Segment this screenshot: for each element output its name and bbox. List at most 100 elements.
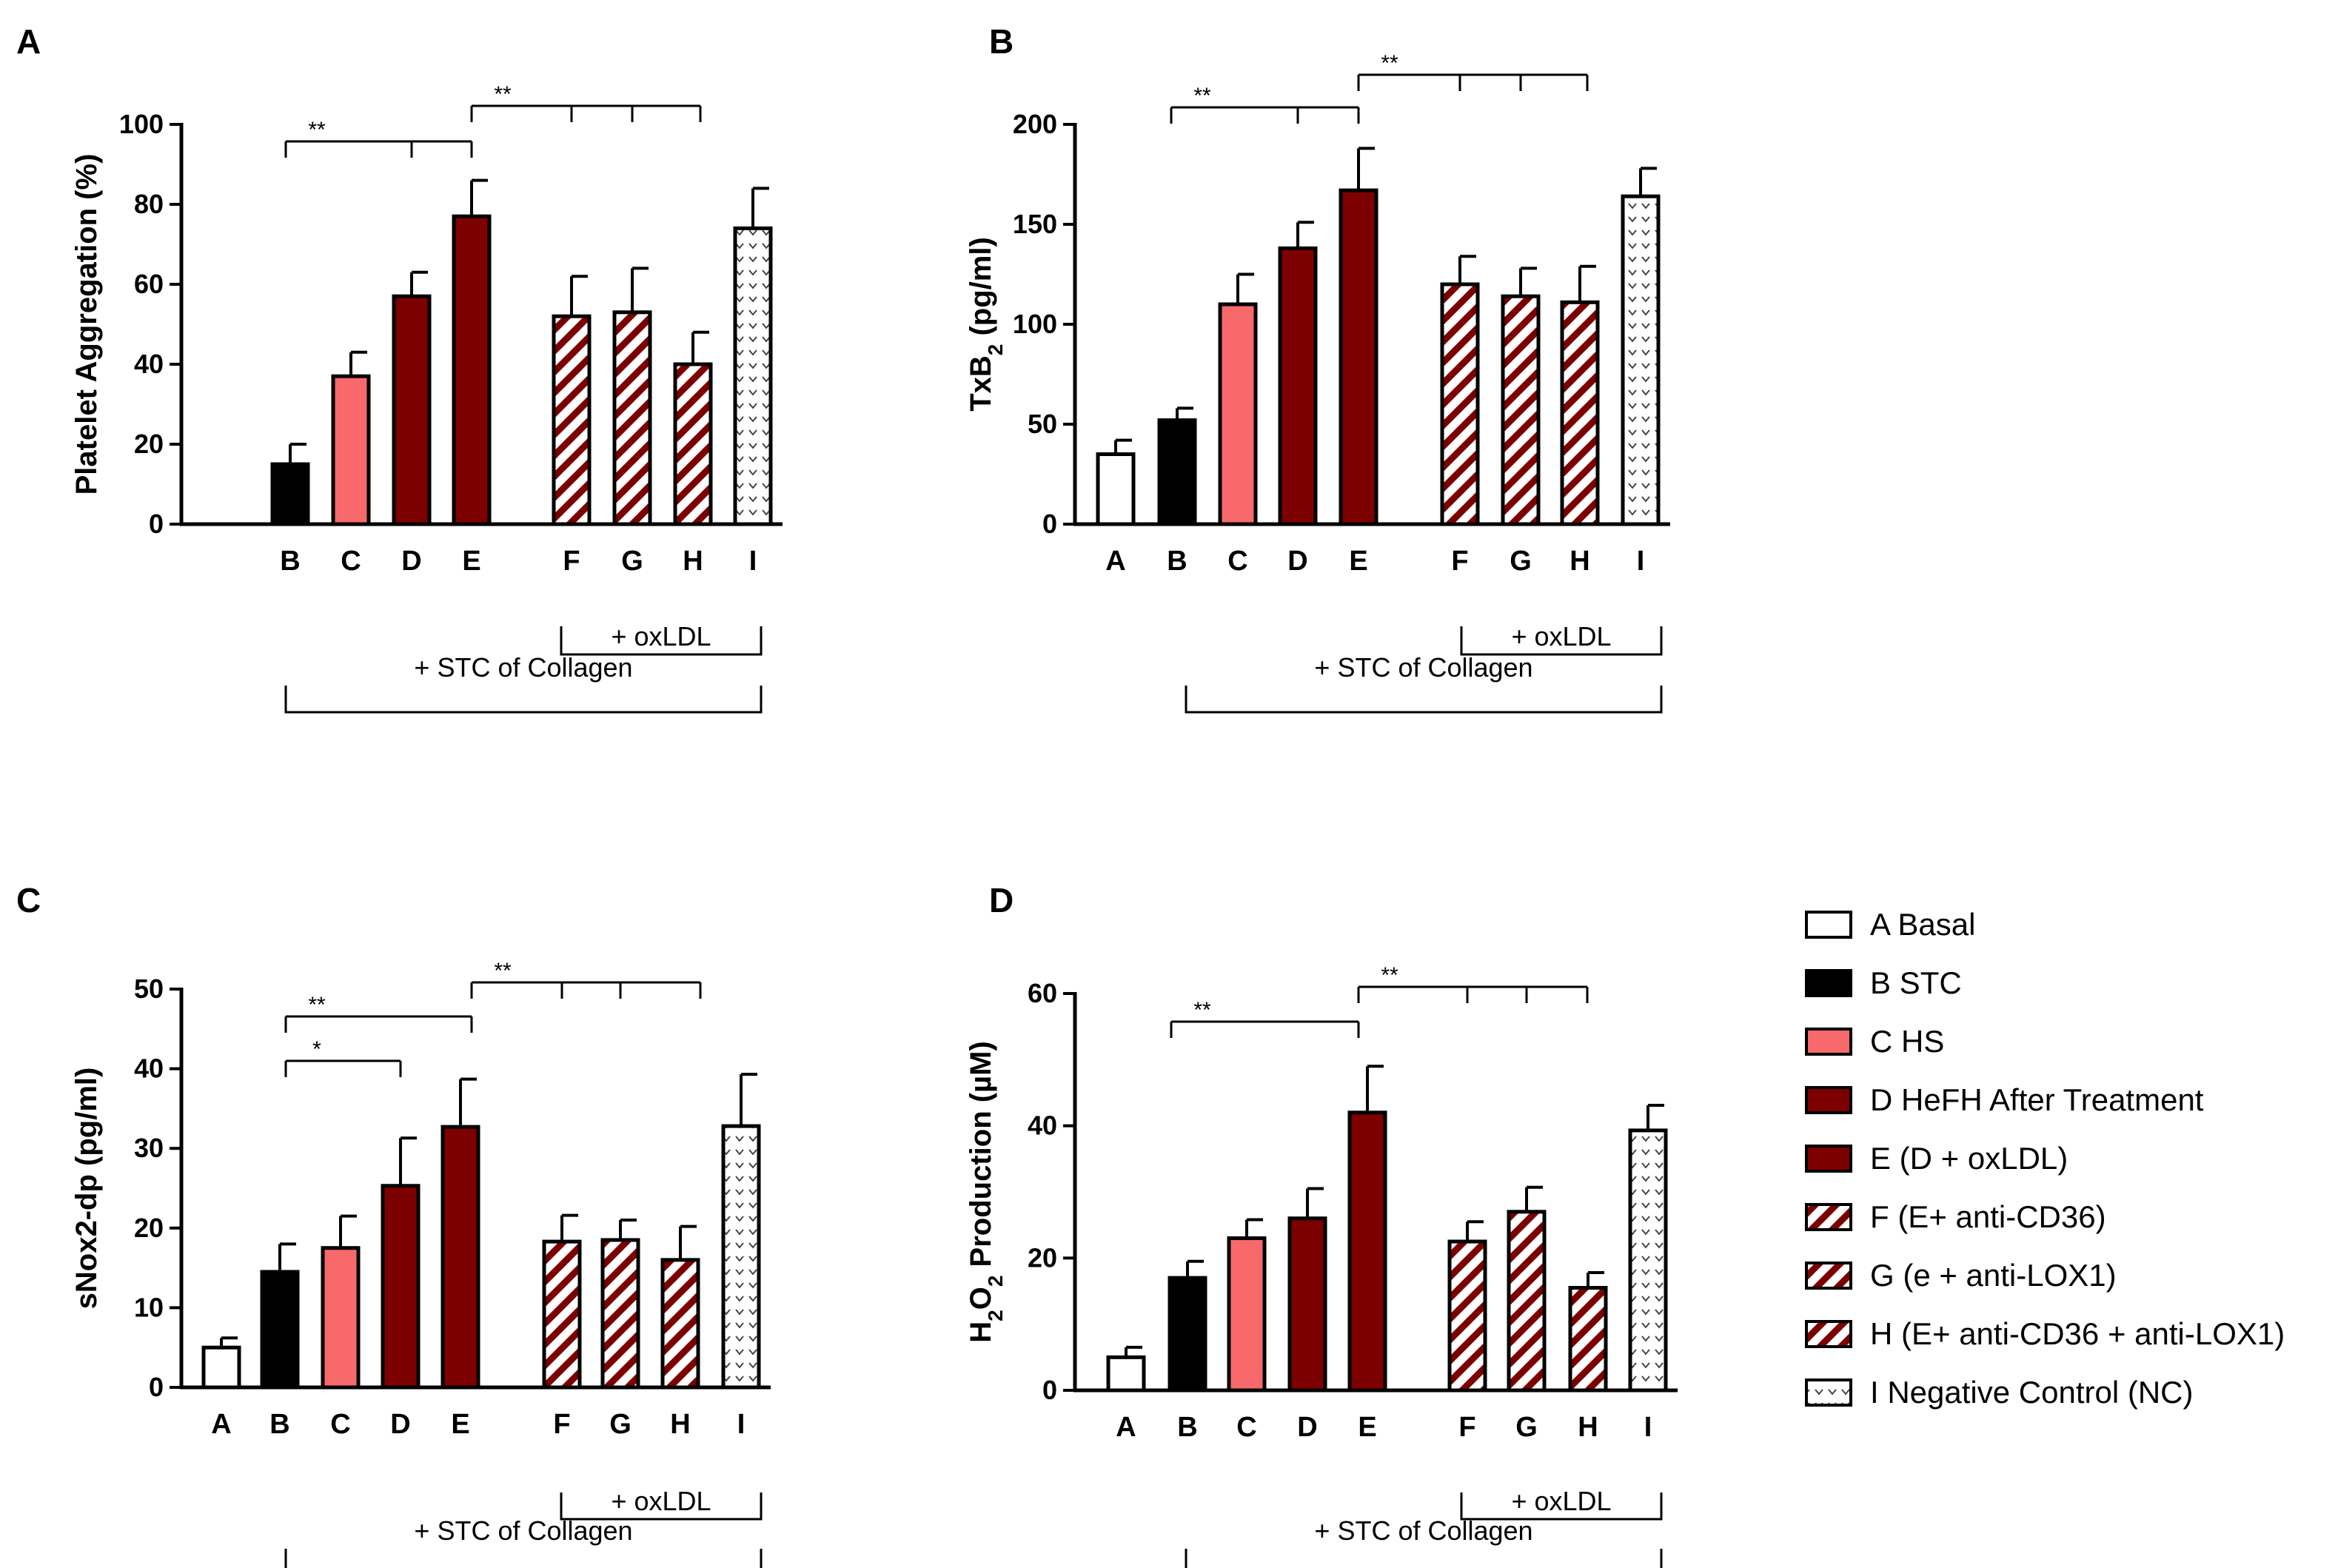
y-tick-label: 40 (134, 349, 164, 379)
bar-h (1560, 300, 1600, 526)
y-axis-label: sNox2-dp (pg/ml) (70, 1068, 103, 1310)
category-label: B (1177, 1412, 1197, 1443)
legend-label-d: D HeFH After Treatment (1870, 1082, 2204, 1117)
bar-g (612, 310, 652, 526)
category-label: E (451, 1409, 469, 1440)
bar-h (660, 1258, 700, 1390)
bar-b (270, 462, 310, 526)
bar-e (452, 214, 492, 526)
legend-label-g: G (e + anti-LOX1) (1870, 1258, 2117, 1293)
bar-c (1227, 1236, 1267, 1393)
legend-swatch-i (1805, 1378, 1852, 1407)
bar-f (1440, 282, 1480, 526)
category-label: D (1287, 546, 1307, 577)
category-label: A (1105, 546, 1125, 577)
category-label: F (563, 546, 580, 577)
category-label: B (269, 1409, 289, 1440)
oxldl-group-bracket (1460, 626, 1663, 656)
significance-label: ** (494, 959, 512, 983)
category-label: E (1358, 1412, 1376, 1443)
oxldl-group-label: + oxLDL (611, 621, 711, 651)
category-label: A (1116, 1412, 1136, 1443)
category-label: C (341, 546, 361, 577)
category-label: D (390, 1409, 410, 1440)
legend-label-e: E (D + oxLDL) (1870, 1141, 2068, 1176)
legend-label-b: B STC (1870, 965, 1962, 1000)
y-tick-label: 0 (1042, 509, 1057, 539)
panel-a-chart: 0 20 40 60 80 100 Platelet Aggregation (%) B C D E… (70, 82, 783, 714)
y-tick-label: 0 (1042, 1375, 1057, 1405)
category-label: H (1569, 546, 1589, 577)
category-label: H (683, 546, 703, 577)
y-tick-label: 60 (134, 269, 164, 299)
category-label: F (1458, 1412, 1475, 1443)
y-tick-label: 20 (134, 1213, 164, 1243)
category-label: I (1637, 546, 1645, 577)
collagen-group-label: + STC of Collagen (1314, 652, 1532, 683)
legend-label-h: H (E+ anti-CD36 + anti-LOX1) (1870, 1316, 2285, 1351)
bar-g (600, 1238, 640, 1390)
oxldl-group-bracket (560, 1492, 763, 1521)
y-axis-label: Platelet Aggregation (%) (70, 154, 103, 495)
oxldl-group-bracket (1460, 1492, 1663, 1521)
y-tick-label: 100 (1013, 309, 1057, 339)
bar-d (1287, 1216, 1327, 1393)
legend: A Basal B STC C HS D HeFH After Treatment E … (1805, 907, 2285, 1410)
legend-label-f: F (E+ anti-CD36) (1870, 1199, 2106, 1234)
category-label: F (553, 1409, 570, 1440)
category-label: H (1578, 1412, 1598, 1443)
category-label: B (280, 546, 300, 577)
bar-a (1096, 452, 1136, 526)
legend-swatch-b (1805, 969, 1852, 997)
panel-letter-c: C (16, 881, 41, 919)
bar-a (201, 1345, 241, 1390)
bar-d (392, 294, 432, 526)
legend-swatch-g (1805, 1262, 1852, 1290)
y-tick-label: 20 (134, 429, 164, 459)
category-label: F (1451, 546, 1468, 577)
bar-e (440, 1125, 480, 1390)
bar-c (321, 1246, 361, 1390)
bar-b (260, 1270, 300, 1390)
category-label: G (609, 1409, 632, 1440)
category-label: D (1297, 1412, 1317, 1443)
y-tick-label: 40 (1028, 1110, 1057, 1141)
significance-label: ** (308, 993, 326, 1017)
legend-label-i: I Negative Control (NC) (1870, 1375, 2193, 1410)
category-label: E (462, 546, 480, 577)
y-axis-label: H2O2 Production (µM) (965, 1041, 1007, 1343)
oxldl-group-label: + oxLDL (1511, 621, 1611, 651)
bar-c (1218, 302, 1258, 526)
y-tick-label: 200 (1013, 109, 1057, 139)
collagen-group-bracket (284, 1549, 763, 1568)
category-label: C (1236, 1412, 1256, 1443)
y-tick-label: 30 (134, 1133, 164, 1163)
bar-b (1157, 418, 1197, 526)
y-tick-label: 50 (134, 974, 164, 1004)
category-label: G (621, 546, 643, 577)
bar-a (1106, 1355, 1146, 1393)
y-axis-label: TxB2 (pg/ml) (965, 237, 1007, 412)
category-label: I (749, 546, 757, 577)
legend-swatch-f (1805, 1203, 1852, 1231)
category-label: I (737, 1409, 746, 1440)
y-tick-label: 0 (149, 509, 164, 539)
bar-h (673, 362, 713, 526)
collagen-group-bracket (1185, 686, 1663, 714)
category-label: I (1644, 1412, 1652, 1443)
category-label: C (330, 1409, 350, 1440)
panel-d-chart: 0 20 40 60 H2O2 Production (µM) A B C D E F G H I ** **… (965, 963, 1678, 1568)
oxldl-group-bracket (560, 626, 763, 656)
significance-label: ** (1193, 84, 1211, 108)
bar-f (1447, 1239, 1487, 1393)
category-label: A (211, 1409, 231, 1440)
y-tick-label: 100 (119, 109, 164, 139)
bar-i (1621, 194, 1661, 526)
legend-swatch-e (1805, 1145, 1852, 1173)
legend-label-a: A Basal (1870, 907, 1975, 942)
panel-letter-d: D (989, 881, 1014, 919)
category-label: D (401, 546, 421, 577)
collagen-group-label: + STC of Collagen (414, 1515, 632, 1546)
collagen-group-label: + STC of Collagen (1314, 1515, 1532, 1546)
